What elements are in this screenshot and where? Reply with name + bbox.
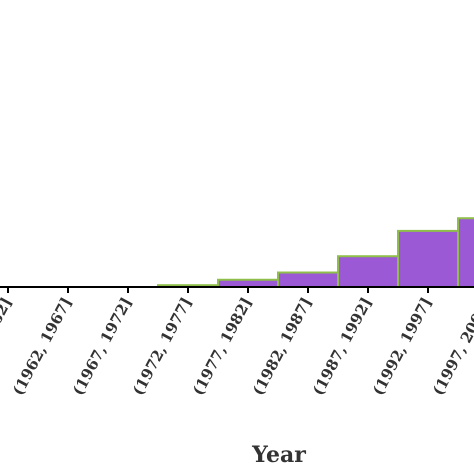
- x-tick-label-6: (1987, 1992]: [309, 294, 376, 398]
- x-tick-labels-group: (1957, 1962](1962, 1967](1967, 1972](197…: [0, 294, 474, 398]
- bar-6: [337, 255, 399, 289]
- x-tick-label-5: (1982, 1987]: [249, 294, 316, 398]
- bar-7: [397, 229, 459, 288]
- x-ticks-group: [7, 287, 429, 293]
- bars-group: [157, 217, 474, 289]
- x-tick-label-4: (1977, 1982]: [189, 294, 256, 398]
- x-tick-label-1: (1962, 1967]: [9, 294, 76, 398]
- x-axis-title: Year: [251, 442, 306, 468]
- bar-8: [457, 217, 474, 288]
- bar-5: [277, 271, 339, 288]
- x-tick-label-7: (1992, 1997]: [369, 294, 436, 398]
- bar-4: [217, 278, 279, 289]
- x-tick-label-8: (1997, 2002]: [429, 294, 474, 398]
- x-tick-label-2: (1967, 1972]: [69, 294, 136, 398]
- x-tick-label-3: (1972, 1977]: [129, 294, 196, 398]
